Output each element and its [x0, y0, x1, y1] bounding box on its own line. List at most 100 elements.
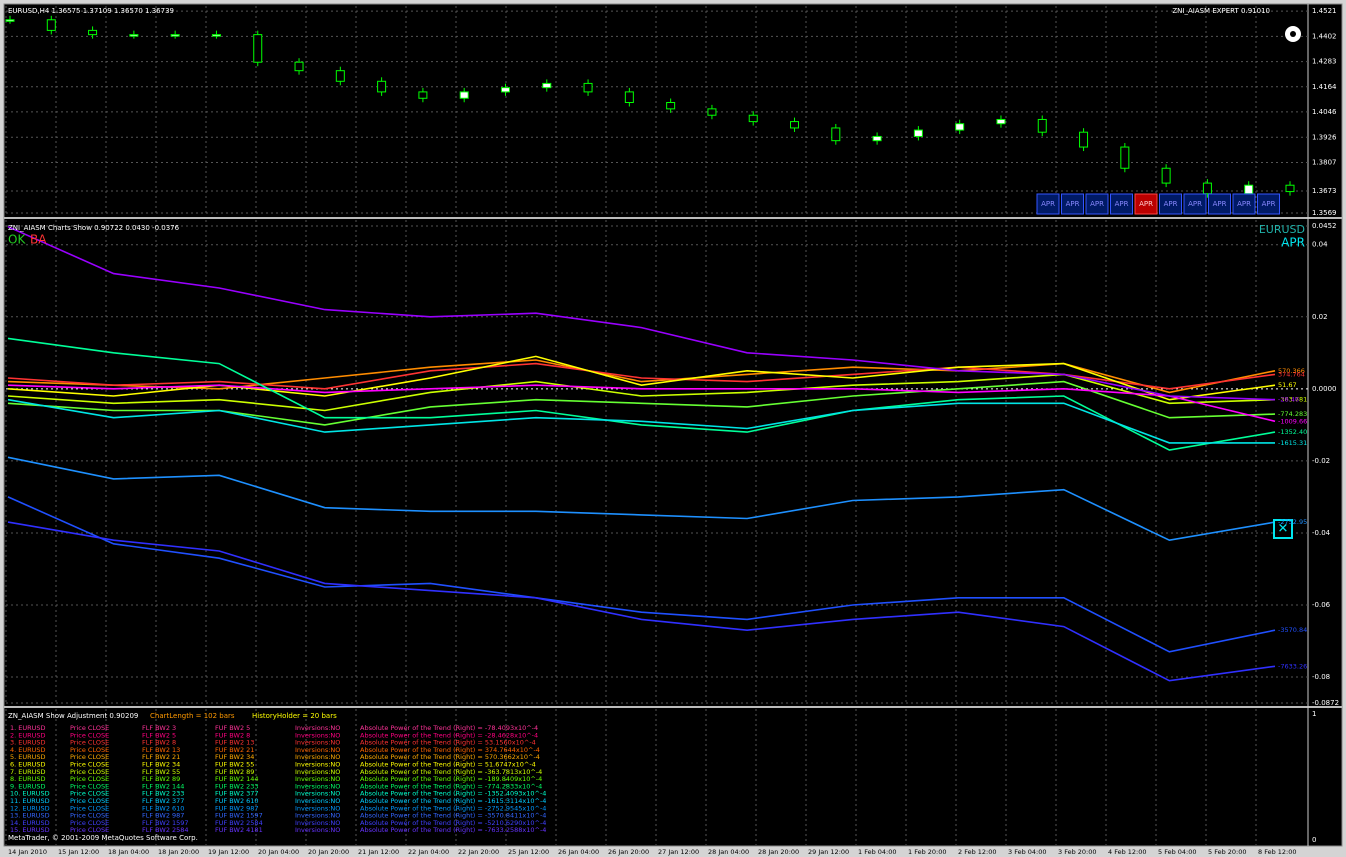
candle-body — [583, 82, 593, 93]
apr-button-label[interactable]: APR — [1139, 200, 1153, 208]
x-tick-label: 18 Jan 20:00 — [158, 848, 199, 856]
x-tick-label: 25 Jan 12:00 — [508, 848, 549, 856]
apr-button[interactable] — [1208, 193, 1231, 215]
chart-length: ChartLength = 102 bars — [150, 712, 235, 720]
table-cell: Inversions:NO — [295, 804, 340, 812]
expert-name: ZNI_AIASM EXPERT 0.91010 — [1172, 7, 1270, 15]
candle-body — [996, 118, 1006, 125]
candle-body — [1079, 131, 1089, 148]
table-cell: Price CLOSE — [70, 782, 109, 790]
table-cell: Price CLOSE — [70, 724, 109, 732]
texts: EURUSD,H4 1.36575 1.37109 1.36570 1.3673… — [8, 7, 1339, 856]
series-end-label: -1615.31 — [1278, 439, 1307, 447]
x-tick-label: 28 Jan 20:00 — [758, 848, 799, 856]
symbol: EURUSD — [1259, 223, 1305, 236]
apr-button-label[interactable]: APR — [1213, 200, 1227, 208]
apr-button-label[interactable]: APR — [1115, 200, 1129, 208]
candle-body — [872, 135, 882, 142]
x-tick-label: 8 Feb 12:00 — [1258, 848, 1297, 856]
indicator-line — [7, 456, 1276, 542]
table-cell: FLF BW2 610 — [142, 804, 184, 812]
series-end-label: 51.67 — [1278, 381, 1297, 389]
candle-body — [1161, 167, 1171, 184]
x-tick-label: 1 Feb 04:00 — [858, 848, 897, 856]
apr-button[interactable] — [1036, 193, 1060, 215]
apr-button[interactable] — [1232, 193, 1256, 215]
table-y-bottom: 0 — [1312, 836, 1316, 844]
x-tick-label: 5 Feb 20:00 — [1208, 848, 1247, 856]
table-cell: Absolute Power of the Trend (Right) = 57… — [360, 753, 540, 761]
apr-button-label[interactable]: APR — [1262, 200, 1276, 208]
candle-body — [294, 61, 304, 72]
candle-body — [955, 123, 965, 131]
apr-button-label[interactable]: APR — [1188, 200, 1202, 208]
x-tick-label: 18 Jan 04:00 — [108, 848, 149, 856]
table-cell: Price CLOSE — [70, 812, 109, 820]
candle-body — [1285, 184, 1295, 193]
x-tick-label: 22 Jan 04:00 — [408, 848, 449, 856]
apr-button[interactable] — [1134, 193, 1158, 215]
apr-button[interactable] — [1257, 193, 1280, 215]
candle-body — [790, 121, 800, 129]
close-button[interactable] — [1273, 519, 1293, 539]
x-tick-label: 3 Feb 04:00 — [1008, 848, 1047, 856]
candle-body — [46, 19, 56, 31]
apr-button[interactable] — [1110, 193, 1133, 215]
table-cell: Inversions:NO — [295, 746, 340, 754]
table-cell: Price CLOSE — [70, 819, 109, 827]
table-cell: FUF BW2 2584 — [215, 819, 263, 827]
apr-button-label[interactable]: APR — [1237, 200, 1251, 208]
series-end-label: -7633.26 — [1278, 662, 1307, 670]
apr-button[interactable] — [1085, 193, 1109, 215]
table-header: ZN_AIASM Show Adjustment 0.90209 — [8, 712, 138, 720]
series-end-label: -363.781 — [1278, 396, 1307, 404]
table-cell: 12. EURUSD — [10, 804, 50, 812]
table-cell: Price CLOSE — [70, 768, 109, 776]
candle-body — [377, 80, 387, 93]
table-cell: 13. EURUSD — [10, 812, 50, 820]
apr-button-label[interactable]: APR — [1066, 200, 1080, 208]
indicator-line — [7, 225, 1276, 401]
table-cell: FUF BW2 5 — [215, 724, 250, 732]
x-tick-label: 5 Feb 04:00 — [1158, 848, 1197, 856]
table-cell: FLF BW2 377 — [142, 797, 184, 805]
close-glyph[interactable]: ✕ — [1278, 522, 1289, 537]
apr-button[interactable] — [1061, 193, 1084, 215]
table-cell: FLF BW2 5 — [142, 731, 176, 739]
candle-body — [253, 34, 263, 63]
indicator-tick-label: -0.02 — [1312, 457, 1330, 465]
table-cell: FLF BW2 1597 — [142, 819, 189, 827]
table-cell: FUF BW2 21 — [215, 746, 254, 754]
candle-body — [1244, 184, 1254, 195]
table-cell: Inversions:NO — [295, 819, 340, 827]
apr-button-label[interactable]: APR — [1041, 200, 1055, 208]
indicator-line — [7, 398, 1275, 444]
table-cell: Absolute Power of the Trend (Right) = -7… — [360, 826, 546, 834]
price-tick-label: 1.4283 — [1312, 58, 1337, 66]
candle-body — [707, 108, 717, 116]
table-cell: FLF BW2 55 — [142, 768, 180, 776]
indicator-tick-label: 0.04 — [1312, 241, 1328, 249]
table-cell: 8. EURUSD — [10, 775, 46, 783]
indicator-tick-label: -0.04 — [1312, 529, 1331, 537]
table-cell: FUF BW2 377 — [215, 790, 259, 798]
table-cell: Absolute Power of the Trend (Right) = -7… — [360, 782, 542, 790]
x-tick-label: 27 Jan 12:00 — [658, 848, 699, 856]
table-cell: FUF BW2 34 — [215, 753, 254, 761]
apr-button-label[interactable]: APR — [1090, 200, 1104, 208]
table-cell: Absolute Power of the Trend (Right) = -1… — [360, 775, 542, 783]
apr-button[interactable] — [1159, 193, 1182, 215]
history-holder: HistoryHolder = 20 bars — [252, 712, 337, 720]
x-tick-label: 26 Jan 20:00 — [608, 848, 649, 856]
table-cell: FLF BW2 987 — [142, 812, 184, 820]
table-cell: Absolute Power of the Trend (Right) = -1… — [360, 797, 546, 805]
indicator-line — [7, 384, 1276, 423]
x-tick-label: 20 Jan 04:00 — [258, 848, 299, 856]
apr-button-label[interactable]: APR — [1164, 200, 1178, 208]
apr-button[interactable] — [1183, 193, 1207, 215]
x-tick-label: 22 Jan 20:00 — [458, 848, 499, 856]
table-cell: FLF BW2 21 — [142, 753, 180, 761]
x-tick-label: 21 Jan 12:00 — [358, 848, 399, 856]
series-end-label: -2752.95 — [1278, 518, 1307, 526]
